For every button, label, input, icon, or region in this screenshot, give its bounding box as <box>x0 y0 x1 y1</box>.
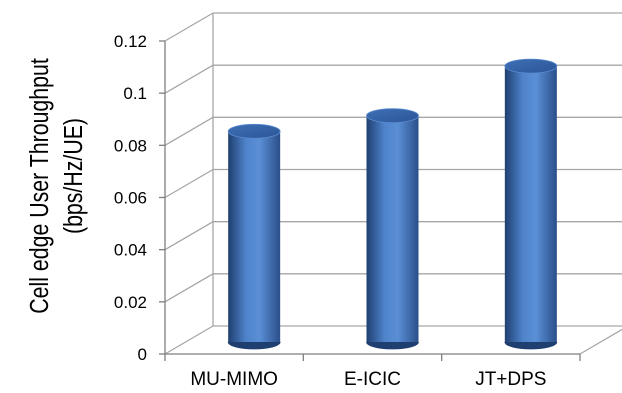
y-tick-label: 0.06 <box>114 189 147 208</box>
gridline-side <box>164 168 214 199</box>
y-tick-label: 0.02 <box>114 293 147 312</box>
gridline-side <box>164 325 214 355</box>
bars <box>227 58 558 350</box>
gridline-side <box>164 116 214 146</box>
labels: 0 0.02 0.04 0.06 0.08 0.1 0.12 MU-MIMO E-ICIC JT+… <box>114 32 547 390</box>
gridline-side <box>164 12 214 42</box>
bar-rim <box>504 341 558 350</box>
x-tick-label: JT+DPS <box>475 369 546 388</box>
y-tick-label: 0 <box>138 345 147 364</box>
y-tick-label: 0.12 <box>114 32 147 51</box>
bar-body <box>504 66 557 342</box>
y-tick-label: 0.1 <box>123 84 147 103</box>
x-tick-label: E-ICIC <box>344 369 401 388</box>
bar-rim <box>366 341 419 350</box>
axes <box>159 40 622 361</box>
bar <box>227 123 281 350</box>
y-tick-label: 0.04 <box>114 241 147 260</box>
bar-top <box>227 123 281 139</box>
y-axis-unit: (bps/Hz/UE) <box>59 118 89 234</box>
gridline-side <box>164 273 214 303</box>
bar-top <box>366 108 419 124</box>
bar <box>366 108 419 350</box>
gridline-side <box>164 64 214 94</box>
bar <box>504 58 558 350</box>
gridline-side <box>164 221 214 251</box>
y-tick-label: 0.08 <box>114 136 147 155</box>
bar-top <box>504 58 558 74</box>
bar-rim <box>227 341 281 350</box>
bar-body <box>366 115 419 342</box>
x-tick-label: MU-MIMO <box>190 369 278 388</box>
y-axis-title: Cell edge User Throughput <box>25 58 55 314</box>
floor-edge <box>579 328 622 355</box>
bar-body <box>228 131 281 342</box>
